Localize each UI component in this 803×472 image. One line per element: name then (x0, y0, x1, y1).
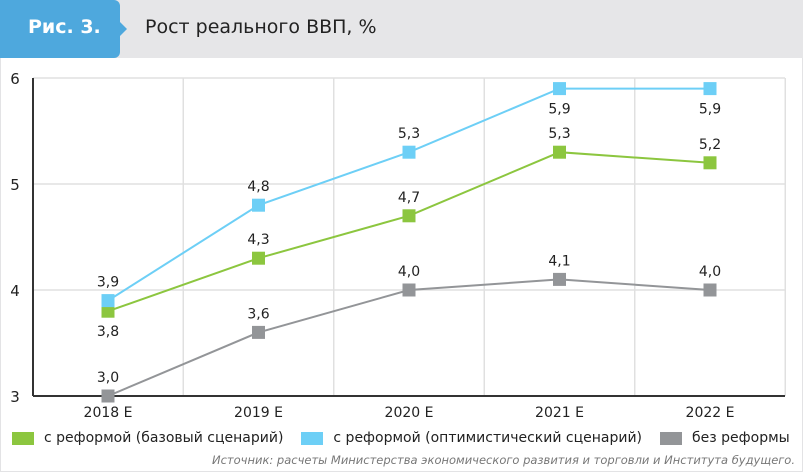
data-point (402, 283, 416, 297)
data-label: 3,9 (97, 275, 119, 291)
legend-swatch (301, 431, 324, 445)
x-tick-label: 2019 E (234, 405, 283, 421)
data-label: 5,9 (548, 102, 570, 118)
data-label: 5,9 (699, 102, 721, 118)
x-tick-label: 2022 E (686, 405, 735, 421)
figure-label: Рис. 3. (28, 16, 101, 38)
x-tick-label: 2018 E (84, 405, 133, 421)
data-label: 3,8 (97, 324, 119, 340)
y-tick-label: 5 (10, 176, 20, 194)
data-label: 4,3 (247, 232, 269, 248)
legend-item-base: с реформой (базовый сценарий) (12, 430, 283, 446)
x-tick-label: 2021 E (535, 405, 584, 421)
data-point (252, 251, 265, 265)
source-note: Источник: расчеты Министерства экономиче… (212, 453, 795, 467)
legend-swatch (12, 431, 34, 445)
data-point (703, 283, 717, 297)
legend-item-no-reform: без реформы (660, 430, 790, 446)
data-label: 4,7 (398, 190, 420, 206)
data-label: 4,0 (699, 264, 721, 280)
legend-swatch (660, 431, 683, 445)
data-point (101, 389, 115, 403)
series-line (107, 278, 711, 397)
legend-label: с реформой (базовый сценарий) (44, 430, 284, 446)
data-point (703, 156, 717, 170)
data-point (101, 294, 115, 308)
data-point (553, 82, 566, 96)
line-chart: 3 4 5 6 2018 E 2019 E 2020 E 2021 E 2022 E 3,8 4,3… (10, 70, 786, 421)
data-label: 5,2 (699, 137, 721, 153)
header: Рис. 3. Рост реального ВВП, % (0, 0, 803, 58)
data-label: 4,8 (247, 179, 269, 195)
data-point (703, 82, 717, 96)
data-point (402, 209, 416, 223)
data-label: 3,6 (247, 306, 269, 322)
data-label: 4,1 (548, 253, 570, 269)
data-label: 5,3 (398, 126, 420, 142)
legend: с реформой (базовый сценарий) с реформой… (12, 430, 790, 446)
data-label: 5,3 (548, 126, 570, 142)
x-tick-label: 2020 E (385, 405, 434, 421)
y-tick-label: 4 (10, 282, 20, 300)
data-label: 3,0 (97, 370, 119, 386)
chart-title: Рост реального ВВП, % (145, 16, 377, 38)
legend-item-optimistic: с реформой (оптимистический сценарий) (301, 430, 642, 446)
legend-label: с реформой (оптимистический сценарий) (333, 430, 643, 446)
data-point (252, 198, 265, 212)
legend-label: без реформы (692, 430, 790, 446)
data-point (101, 304, 115, 318)
data-point (402, 145, 416, 159)
data-point (553, 145, 566, 159)
figure-tab: Рис. 3. (0, 0, 127, 58)
y-tick-label: 3 (10, 388, 20, 406)
data-label: 4,0 (398, 264, 420, 280)
data-point (252, 325, 265, 339)
data-point (553, 272, 566, 286)
y-tick-label: 6 (10, 70, 20, 88)
